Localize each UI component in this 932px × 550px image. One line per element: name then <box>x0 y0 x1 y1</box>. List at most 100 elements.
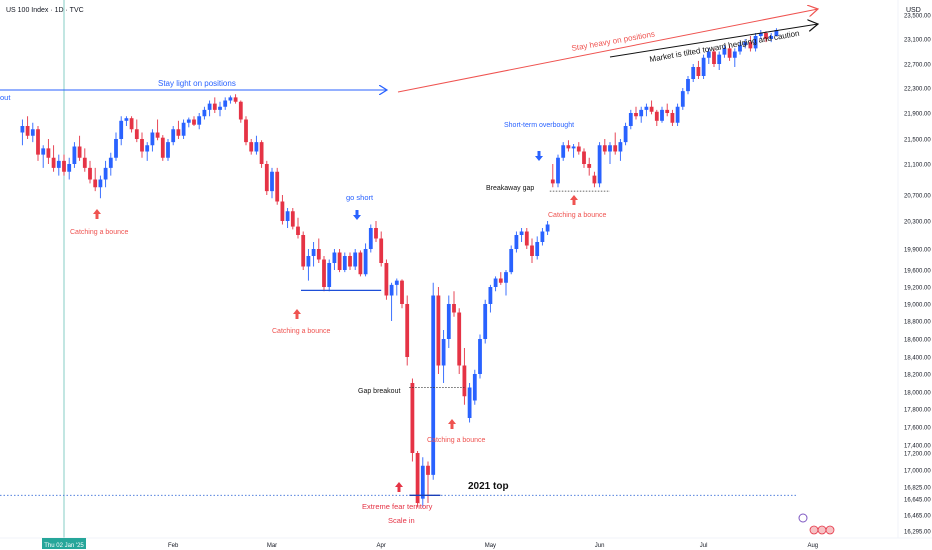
candle-76 <box>457 308 462 374</box>
symbol-title[interactable]: US 100 Index · 1D · TVC <box>6 7 84 14</box>
go-short-arrow-down-icon <box>353 210 361 220</box>
candle-118 <box>675 103 680 126</box>
candle-49 <box>316 238 321 263</box>
candle-134 <box>758 30 763 39</box>
candle-132 <box>748 36 753 52</box>
candle-104 <box>602 139 607 155</box>
candle-35 <box>244 116 248 146</box>
price-tick-label: 18,800.00 <box>904 320 931 326</box>
candle-131 <box>743 39 748 49</box>
candle-body <box>228 97 233 101</box>
candle-61 <box>379 231 384 267</box>
candle-15 <box>140 132 144 158</box>
candle-83 <box>493 276 498 292</box>
candle-body <box>400 280 404 304</box>
bounce-arrow-up-icon <box>570 195 578 205</box>
candle-body <box>446 304 451 339</box>
candle-body <box>706 51 711 58</box>
candle-body <box>556 157 560 184</box>
price-tick-label: 19,000.00 <box>904 303 931 309</box>
currency-label: USD <box>906 7 921 14</box>
earnings-flag-icon-3[interactable] <box>825 525 835 535</box>
candle-106 <box>613 132 618 155</box>
candle-body <box>155 132 160 138</box>
candle-116 <box>665 103 670 117</box>
candle-129 <box>732 48 737 67</box>
annotation-scale-in: Scale in <box>388 516 415 525</box>
price-tick-label: 16,465.00 <box>904 514 931 520</box>
candle-52 <box>332 249 337 270</box>
candle-body <box>628 113 633 126</box>
candle-24 <box>186 117 191 128</box>
candle-115 <box>660 106 664 123</box>
candle-body <box>389 284 394 296</box>
candle-body <box>602 145 607 152</box>
candle-body <box>129 118 134 130</box>
candle-body <box>238 101 243 120</box>
bounce-arrow-up-icon <box>448 419 456 429</box>
candle-body <box>379 238 384 263</box>
candle-92 <box>540 228 545 246</box>
candle-body <box>504 272 508 283</box>
candle--6 <box>30 122 35 143</box>
candle-21 <box>171 126 176 146</box>
candle-body <box>519 231 524 235</box>
candle-39 <box>264 160 269 195</box>
candle-122 <box>696 60 701 79</box>
candle-body <box>623 126 628 143</box>
chart-events-icons[interactable] <box>798 513 835 535</box>
candle-125 <box>712 48 716 67</box>
candle-body <box>353 252 358 267</box>
time-axis[interactable]: Thu 02 Jan '25 Feb Mar Apr May Jun Jul Aug <box>42 538 818 549</box>
candle-119 <box>680 88 685 110</box>
candle-body <box>613 145 618 152</box>
candle-99 <box>576 142 581 155</box>
earnings-flag-icon-2[interactable] <box>817 525 827 535</box>
candle-body <box>280 201 285 221</box>
candle-0 <box>62 154 66 176</box>
candle-17 <box>150 129 155 152</box>
price-axis[interactable]: 23,500.00 23,100.00 22,700.00 22,300.00 21,9… <box>904 14 931 536</box>
candle-body <box>285 211 290 221</box>
candle-body <box>259 142 264 164</box>
dividend-event-icon[interactable] <box>798 513 808 523</box>
candle-body <box>457 312 462 366</box>
candle-75 <box>452 291 456 317</box>
candle-81 <box>483 299 488 344</box>
candle-121 <box>691 64 696 82</box>
candle--1 <box>56 154 61 176</box>
candle-body <box>233 97 238 102</box>
candle-79 <box>472 369 477 405</box>
candle-108 <box>623 122 628 146</box>
candle-body <box>691 67 696 79</box>
candle-body <box>686 79 690 92</box>
candle-body <box>119 120 124 139</box>
candle-126 <box>717 51 722 70</box>
earnings-flag-icon-1[interactable] <box>809 525 819 535</box>
candle-body <box>88 167 92 180</box>
candle-10 <box>114 132 118 161</box>
annotation-catching-bounce-4: Catching a bounce <box>548 212 606 219</box>
annotation-market-tilted: Market is tilted toward hedging and caut… <box>649 29 800 64</box>
candle-body <box>207 103 212 110</box>
candle-body <box>108 157 113 168</box>
candle-body <box>660 109 664 121</box>
price-tick-label: 18,600.00 <box>904 338 931 344</box>
candle-13 <box>129 116 134 133</box>
candle-110 <box>634 106 638 120</box>
time-tick-label: Thu 02 Jan '25 <box>44 543 84 549</box>
candle-body <box>769 36 774 39</box>
candle-59 <box>368 224 373 253</box>
candle-66 <box>405 295 410 366</box>
price-tick-label: 18,400.00 <box>904 356 931 362</box>
candle-73 <box>441 330 446 383</box>
candle-body <box>51 157 56 168</box>
candle-30 <box>218 101 222 117</box>
candle-body <box>561 145 566 158</box>
candle-14 <box>134 119 139 143</box>
candle-body <box>649 106 654 112</box>
candle-body <box>114 139 118 158</box>
scale-in-arrow-up-icon <box>395 482 403 492</box>
candle-body <box>748 42 753 49</box>
